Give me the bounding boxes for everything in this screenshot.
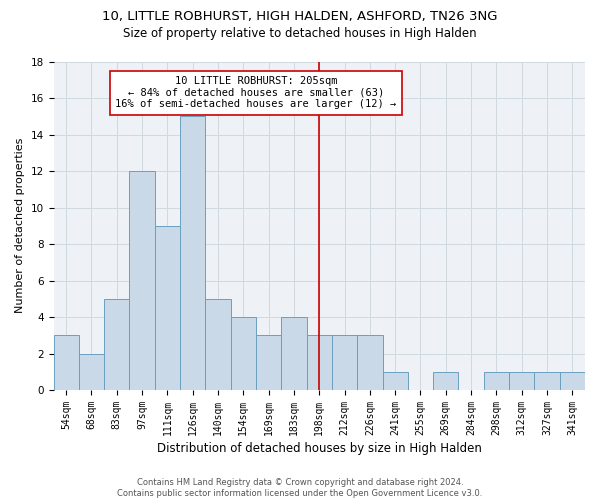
- Bar: [509, 372, 535, 390]
- Bar: [560, 372, 585, 390]
- Bar: [104, 299, 130, 390]
- Y-axis label: Number of detached properties: Number of detached properties: [15, 138, 25, 314]
- Bar: [332, 336, 357, 390]
- Bar: [180, 116, 205, 390]
- Text: 10 LITTLE ROBHURST: 205sqm
← 84% of detached houses are smaller (63)
16% of semi: 10 LITTLE ROBHURST: 205sqm ← 84% of deta…: [115, 76, 397, 110]
- Bar: [256, 336, 281, 390]
- Text: Size of property relative to detached houses in High Halden: Size of property relative to detached ho…: [123, 28, 477, 40]
- Bar: [484, 372, 509, 390]
- Bar: [535, 372, 560, 390]
- Bar: [357, 336, 383, 390]
- Bar: [130, 171, 155, 390]
- Bar: [307, 336, 332, 390]
- Text: 10, LITTLE ROBHURST, HIGH HALDEN, ASHFORD, TN26 3NG: 10, LITTLE ROBHURST, HIGH HALDEN, ASHFOR…: [102, 10, 498, 23]
- Bar: [205, 299, 230, 390]
- Bar: [155, 226, 180, 390]
- Bar: [53, 336, 79, 390]
- Bar: [383, 372, 408, 390]
- X-axis label: Distribution of detached houses by size in High Halden: Distribution of detached houses by size …: [157, 442, 482, 455]
- Bar: [79, 354, 104, 390]
- Text: Contains HM Land Registry data © Crown copyright and database right 2024.
Contai: Contains HM Land Registry data © Crown c…: [118, 478, 482, 498]
- Bar: [281, 317, 307, 390]
- Bar: [433, 372, 458, 390]
- Bar: [230, 317, 256, 390]
